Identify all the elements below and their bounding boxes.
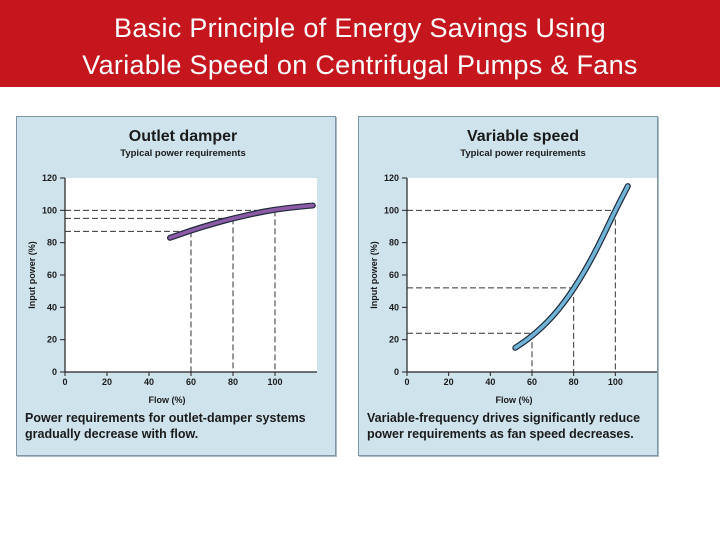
y-tick-label: 40 [47, 302, 57, 312]
variable-speed-chart: Variable speed Typical power requirement… [367, 128, 657, 441]
chart-title: Variable speed [467, 128, 579, 145]
y-tick-label: 40 [389, 302, 399, 312]
x-tick-label: 80 [569, 377, 579, 387]
y-tick-label: 100 [42, 205, 57, 215]
y-tick-label: 0 [52, 367, 57, 377]
x-tick-label: 0 [404, 377, 409, 387]
chart-subtitle: Typical power requirements [460, 148, 585, 159]
y-tick-label: 60 [47, 270, 57, 280]
caption-line-2: gradually decrease with flow. [25, 427, 198, 441]
caption-line-1: Variable-frequency drives significantly … [367, 411, 640, 425]
outlet-damper-panel: Outlet damper Typical power requirements… [16, 116, 336, 456]
chart-subtitle: Typical power requirements [120, 148, 245, 159]
y-tick-label: 20 [47, 335, 57, 345]
series-line-0 [513, 184, 630, 350]
x-tick-label: 100 [608, 377, 623, 387]
x-tick-label: 40 [485, 377, 495, 387]
x-tick-label: 40 [144, 377, 154, 387]
series-line-0 [168, 203, 315, 240]
x-axis-label: Flow (%) [149, 395, 186, 405]
y-tick-label: 80 [47, 238, 57, 248]
caption-line-2: power requirements as fan speed decrease… [367, 427, 634, 441]
x-tick-label: 60 [527, 377, 537, 387]
chart-title: Outlet damper [129, 128, 237, 145]
y-tick-label: 120 [42, 173, 57, 183]
y-tick-label: 80 [389, 238, 399, 248]
title-banner: Basic Principle of Energy Savings Using … [0, 0, 720, 87]
y-tick-label: 20 [389, 335, 399, 345]
y-axis-label: Input power (%) [27, 241, 37, 309]
outlet-damper-chart: Outlet damper Typical power requirements… [25, 128, 317, 441]
x-tick-label: 20 [102, 377, 112, 387]
y-axis-label: Input power (%) [369, 241, 379, 309]
y-tick-label: 120 [384, 173, 399, 183]
y-tick-label: 60 [389, 270, 399, 280]
x-tick-label: 0 [62, 377, 67, 387]
slide-title-line-2: Variable Speed on Centrifugal Pumps & Fa… [82, 50, 638, 80]
variable-speed-panel: Variable speed Typical power requirement… [358, 116, 658, 456]
x-tick-label: 100 [267, 377, 282, 387]
x-tick-label: 80 [228, 377, 238, 387]
x-tick-label: 20 [444, 377, 454, 387]
x-tick-label: 60 [186, 377, 196, 387]
caption-line-1: Power requirements for outlet-damper sys… [25, 411, 306, 425]
y-tick-label: 0 [394, 367, 399, 377]
y-tick-label: 100 [384, 205, 399, 215]
slide-title-line-1: Basic Principle of Energy Savings Using [114, 13, 606, 43]
x-axis-label: Flow (%) [496, 395, 533, 405]
